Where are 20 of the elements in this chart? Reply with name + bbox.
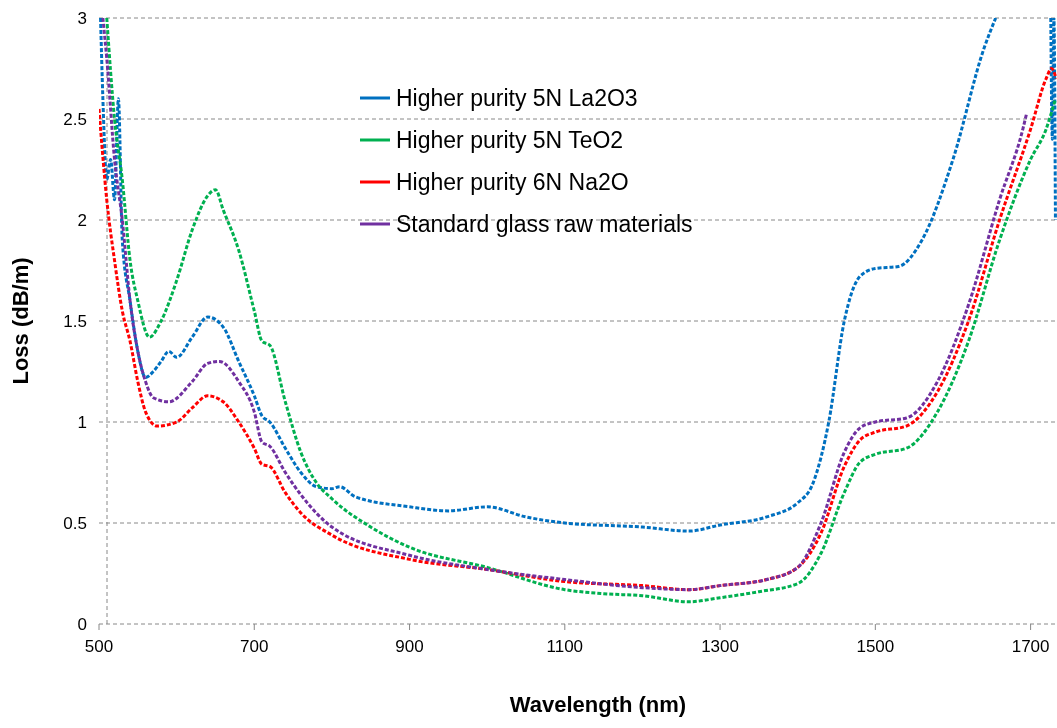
x-tick-label: 500 [84,637,114,656]
y-tick-label: 2 [77,211,87,230]
legend-label: Higher purity 5N La2O3 [396,85,638,111]
legend-label: Standard glass raw materials [396,211,693,237]
x-tick-label: 1700 [1011,637,1050,656]
y-tick-label: 2.5 [63,110,87,129]
x-tick-label: 1500 [856,637,895,656]
y-tick-label: 0 [77,615,87,634]
legend-label: Higher purity 5N TeO2 [396,127,624,153]
legend-label: Higher purity 6N Na2O [396,169,629,195]
y-tick-label: 3 [77,9,87,28]
y-tick-label: 1 [77,413,87,432]
y-tick-label: 0.5 [63,514,87,533]
x-tick-label: 900 [395,637,424,656]
x-tick-label: 1100 [546,637,584,656]
y-tick-label: 1.5 [63,312,87,331]
y-axis-title: Loss (dB/m) [8,257,33,385]
x-tick-label: 1300 [701,637,739,656]
x-axis-title: Wavelength (nm) [509,692,687,717]
x-tick-label: 700 [240,637,269,656]
